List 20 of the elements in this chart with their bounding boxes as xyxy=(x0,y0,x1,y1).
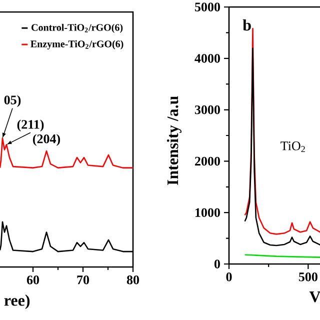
y-tick-label: 0 xyxy=(214,260,220,268)
annotation: TiO$_{2}$ xyxy=(280,142,305,152)
y-axis-title: Intensity /a.u xyxy=(166,96,182,186)
legend-label: Enzyme-TiO$_{2}$/rGO(6) xyxy=(30,40,124,50)
y-tick-label: 5000 xyxy=(194,2,220,12)
x-tick-label: 500 xyxy=(298,272,318,282)
x-axis-title: ree) xyxy=(4,294,30,310)
legend-label: Control-TiO$_{2}$/rGO(6) xyxy=(32,24,123,33)
x-tick-label: 70 xyxy=(77,276,90,284)
y-tick-label: 2000 xyxy=(195,156,220,166)
annotation: (204) xyxy=(32,134,60,146)
annotation: (211) xyxy=(17,120,44,132)
annotation: 05) xyxy=(4,95,21,107)
x-tick-label: 80 xyxy=(126,276,140,284)
x-tick-label: 0 xyxy=(226,272,232,282)
y-tick-label: 1000 xyxy=(196,208,220,217)
x-tick-label: 60 xyxy=(26,276,40,284)
y-tick-label: 4000 xyxy=(194,54,220,63)
y-tick-label: 3000 xyxy=(194,105,220,114)
annotation: b xyxy=(242,19,251,31)
